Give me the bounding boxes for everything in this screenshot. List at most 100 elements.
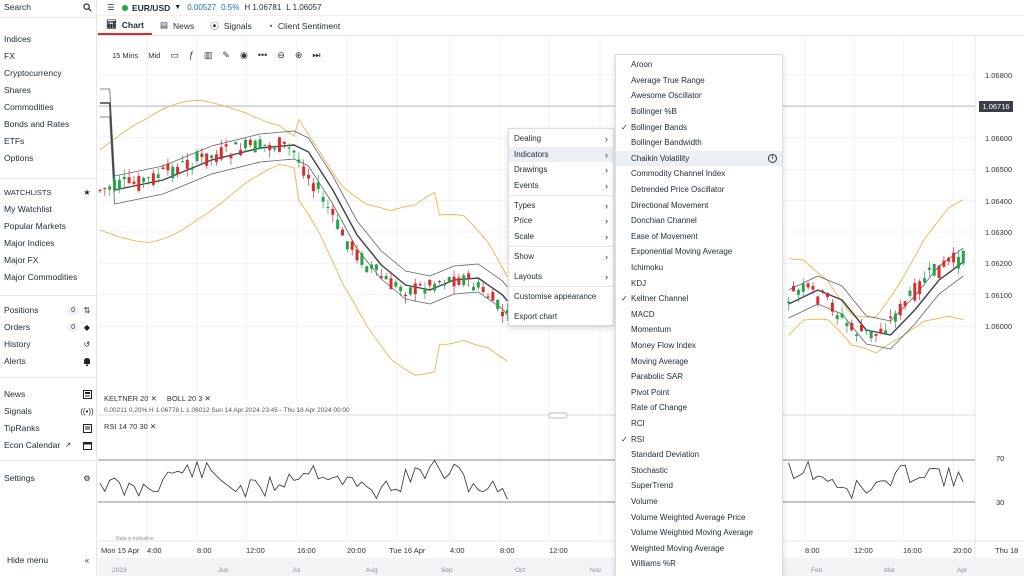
indicator-item-volume[interactable]: Volume: [616, 494, 782, 510]
watchlist-item-major-commodities[interactable]: Major Commodities: [4, 270, 92, 284]
sidebar-item-bonds-and-rates[interactable]: Bonds and Rates: [4, 117, 92, 131]
close-icon[interactable]: ✕: [150, 394, 157, 403]
indicator-item-ease-of-movement[interactable]: Ease of Movement: [616, 229, 782, 245]
candle-body: [389, 278, 393, 290]
indicator-item-bollinger-bands[interactable]: ✓ Bollinger Bands: [616, 119, 782, 135]
context-menu-item-dealing[interactable]: Dealing ›: [509, 131, 613, 146]
more-icon[interactable]: •••: [257, 50, 268, 60]
tab-signals[interactable]: ⦿ Signals: [202, 16, 259, 35]
hamburger-icon[interactable]: ☰: [107, 3, 115, 12]
info-icon[interactable]: i: [768, 153, 777, 163]
sidebar-item-fx[interactable]: FX: [4, 49, 92, 63]
indicator-item-rsi[interactable]: ✓ RSI: [616, 431, 782, 447]
close-icon[interactable]: ✕: [204, 394, 211, 403]
indicator-item-supertrend[interactable]: SuperTrend: [616, 478, 782, 494]
indicator-item-directional-movement[interactable]: Directional Movement: [616, 197, 782, 213]
indicator-item-rci[interactable]: RCI: [616, 416, 782, 432]
indicator-icon[interactable]: ƒ: [188, 50, 194, 60]
sidebar-item-econ-calendar[interactable]: Econ Calendar ↗: [4, 438, 92, 452]
indicator-item-parabolic-sar[interactable]: Parabolic SAR: [616, 369, 782, 385]
sidebar-item-positions[interactable]: Positions 0 ⇅: [4, 303, 92, 317]
sidebar-item-etfs[interactable]: ETFs: [4, 134, 92, 148]
zoom-in-icon[interactable]: ⊕: [294, 49, 303, 60]
sidebar-item-shares[interactable]: Shares: [4, 83, 92, 97]
chart-legend: KELTNER 20 ✕ BOLL 20 3 ✕: [104, 394, 211, 403]
indicator-item-average-true-range[interactable]: Average True Range: [616, 73, 782, 89]
indicator-item-donchian-channel[interactable]: Donchian Channel: [616, 213, 782, 229]
menu-item-label: Scale: [514, 232, 535, 241]
price-type-selector[interactable]: Mid: [148, 50, 161, 60]
instrument-dropdown-icon[interactable]: ▼: [174, 4, 182, 11]
sidebar-item-orders[interactable]: Orders 0 ◆: [4, 320, 92, 334]
indicator-item-ichimoku[interactable]: Ichimoku: [616, 260, 782, 276]
indicator-item-rate-of-change[interactable]: Rate of Change: [616, 400, 782, 416]
sidebar-item-history[interactable]: History ↺: [4, 337, 92, 351]
sidebar-item-signals[interactable]: Signals ((•)): [4, 404, 94, 418]
star-icon[interactable]: ★: [83, 187, 91, 197]
context-menu-item-scale[interactable]: Scale ›: [509, 229, 613, 244]
indicator-item-volume-weighted-average-price[interactable]: Volume Weighted Average Price: [616, 509, 782, 525]
context-menu-item-layouts[interactable]: Layouts ›: [509, 269, 613, 284]
indicator-item-awesome-oscillator[interactable]: Awesome Oscillator: [616, 88, 782, 104]
indicator-item-kdj[interactable]: KDJ: [616, 275, 782, 291]
context-menu-item-drawings[interactable]: Drawings ›: [509, 162, 613, 177]
close-icon[interactable]: ✕: [149, 422, 157, 431]
context-menu-item-customise-appearance[interactable]: Customise appearance: [509, 289, 613, 304]
indicator-item-bollinger-bandwidth[interactable]: Bollinger Bandwidth: [616, 135, 782, 151]
indicator-item-aroon[interactable]: Aroon: [616, 57, 782, 73]
sidebar-item-options[interactable]: Options: [4, 151, 92, 165]
context-menu-item-indicators[interactable]: Indicators ›: [509, 147, 613, 162]
rsi-legend[interactable]: RSI 14 70 30 ✕: [104, 422, 156, 431]
indicator-item-macd[interactable]: MACD: [616, 307, 782, 323]
context-menu-item-events[interactable]: Events ›: [509, 178, 613, 193]
context-menu-item-show[interactable]: Show ›: [509, 249, 613, 264]
sidebar-item-commodities[interactable]: Commodities: [4, 100, 92, 114]
indicator-item-chaikin-volatility[interactable]: Chaikin Volatility i: [616, 150, 782, 167]
pencil-icon[interactable]: ✎: [222, 49, 230, 60]
indicator-item-momentum[interactable]: Momentum: [616, 322, 782, 338]
indicator-item-stochastic[interactable]: Stochastic: [616, 463, 782, 479]
sidebar-item-tipranks[interactable]: TipRanks: [4, 421, 92, 435]
sidebar-item-alerts[interactable]: Alerts: [4, 354, 92, 368]
indicator-item-keltner-channel[interactable]: ✓ Keltner Channel: [616, 291, 782, 307]
watchlist-item-my-watchlist[interactable]: My Watchlist: [4, 202, 92, 216]
watchlist-item-major-indices[interactable]: Major Indices: [4, 236, 92, 250]
search-icon[interactable]: [82, 2, 92, 12]
sidebar-item-news[interactable]: News: [4, 387, 92, 401]
indicator-item-williams-r[interactable]: Williams %R: [616, 556, 782, 572]
context-menu-item-types[interactable]: Types ›: [509, 198, 613, 213]
search-row[interactable]: Search: [4, 0, 92, 14]
tab-client-sentiment[interactable]: ◔ Client Sentiment: [260, 16, 349, 35]
watchlist-item-popular-markets[interactable]: Popular Markets: [4, 219, 92, 233]
candle-body: [384, 276, 388, 280]
tab-chart[interactable]: 📊︎ Chart: [98, 16, 152, 35]
indicator-item-exponential-moving-average[interactable]: Exponential Moving Average: [616, 244, 782, 260]
keltner-legend[interactable]: KELTNER 20 ✕: [104, 394, 157, 403]
indicator-item-volume-weighted-moving-average[interactable]: Volume Weighted Moving Average: [616, 525, 782, 541]
eye-icon[interactable]: ◉: [239, 49, 248, 60]
zoom-out-icon[interactable]: ⊖: [277, 49, 285, 60]
sidebar-item-settings[interactable]: Settings ⚙: [4, 471, 92, 485]
indicator-item-moving-average[interactable]: Moving Average: [616, 353, 782, 369]
sidebar-item-indices[interactable]: Indices: [4, 32, 92, 46]
tab-news[interactable]: ▤ News: [152, 16, 202, 35]
indicator-item-detrended-price-oscillator[interactable]: Detrended Price Oscillator: [616, 182, 782, 198]
instrument-name[interactable]: EUR/USD: [132, 2, 171, 13]
indicator-item-weighted-moving-average[interactable]: Weighted Moving Average: [616, 541, 782, 557]
skip-to-end-icon[interactable]: ⏭: [312, 49, 321, 60]
indicator-item-commodity-channel-index[interactable]: Commodity Channel Index: [616, 166, 782, 182]
interval-selector[interactable]: 15 Mins: [112, 50, 139, 60]
chart-type-icon[interactable]: ▭: [170, 49, 179, 60]
context-menu-item-price[interactable]: Price ›: [509, 213, 613, 228]
hide-menu-button[interactable]: Hide menu «: [4, 553, 92, 567]
indicator-item-pivot-point[interactable]: Pivot Point: [616, 385, 782, 401]
boll-legend[interactable]: BOLL 20 3 ✕: [167, 394, 211, 403]
indicator-item-standard-deviation[interactable]: Standard Deviation: [616, 447, 782, 463]
sidebar-item-cryptocurrency[interactable]: Cryptocurrency: [4, 66, 92, 80]
bar-chart-icon[interactable]: ▥: [203, 49, 213, 60]
indicator-item-bollinger-b[interactable]: Bollinger %B: [616, 104, 782, 120]
context-menu-item-export-chart[interactable]: Export chart: [509, 309, 613, 324]
indicator-item-money-flow-index[interactable]: Money Flow Index: [616, 338, 782, 354]
watchlist-item-major-fx[interactable]: Major FX: [4, 253, 92, 267]
